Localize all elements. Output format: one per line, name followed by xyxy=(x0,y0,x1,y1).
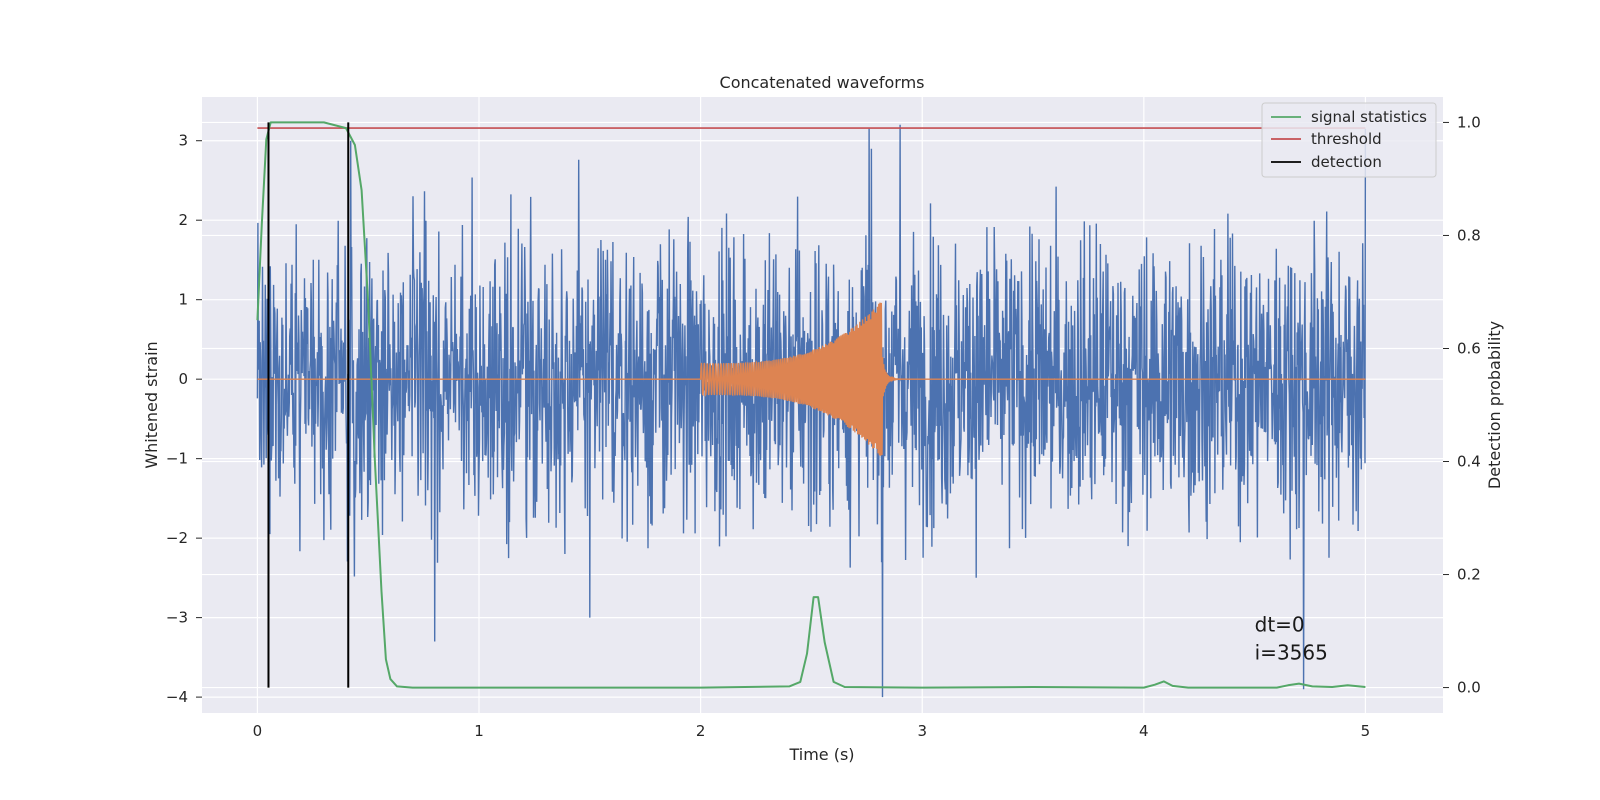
legend: signal statistics threshold detection xyxy=(1261,102,1437,178)
y-tick-label: −1 xyxy=(166,450,188,468)
y-right-tick-label: 0.8 xyxy=(1457,226,1481,244)
y-tick-label: 0 xyxy=(178,370,188,388)
chart-title: Concatenated waveforms xyxy=(720,73,925,92)
series-signal-statistics xyxy=(256,121,1366,689)
y-right-tick-label: 1.0 xyxy=(1457,113,1481,131)
y-tick-label: −4 xyxy=(166,688,188,706)
x-axis-label: Time (s) xyxy=(788,745,854,764)
annotation-dt: dt=0 xyxy=(1255,613,1305,637)
y-tick-label: −3 xyxy=(166,609,188,627)
series-injected-waveform xyxy=(257,302,1366,456)
x-tick-label: 1 xyxy=(474,722,484,740)
series-layer xyxy=(256,121,1367,698)
x-tick-label: 3 xyxy=(917,722,927,740)
y-axis-label: Whitened strain xyxy=(142,341,161,468)
y-tick-label: 3 xyxy=(178,132,188,150)
legend-label-threshold: threshold xyxy=(1311,130,1382,148)
legend-label-signal-statistics: signal statistics xyxy=(1311,108,1427,126)
x-tick-label: 0 xyxy=(253,722,263,740)
y-right-tick-label: 0.2 xyxy=(1457,566,1481,584)
y-right-tick-label: 0.0 xyxy=(1457,679,1481,697)
y-tick-label: −2 xyxy=(166,529,188,547)
legend-frame xyxy=(1261,102,1437,178)
legend-label-detection: detection xyxy=(1311,153,1382,171)
y-right-tick-label: 0.4 xyxy=(1457,453,1481,471)
x-tick-label: 5 xyxy=(1361,722,1371,740)
x-tick-label: 2 xyxy=(696,722,706,740)
y-right-axis-label: Detection probability xyxy=(1485,321,1504,489)
tick-layer: 0 1 2 3 4 5 3 2 1 0 −1 −2 −3 −4 1.0 0.8 0.6 0.4 0.2 0.0 xyxy=(166,113,1481,740)
y-right-tick-label: 0.6 xyxy=(1457,339,1481,357)
x-tick-label: 4 xyxy=(1139,722,1149,740)
annotation-i: i=3565 xyxy=(1255,641,1328,665)
y-tick-label: 2 xyxy=(178,211,188,229)
y-tick-label: 1 xyxy=(178,291,188,309)
